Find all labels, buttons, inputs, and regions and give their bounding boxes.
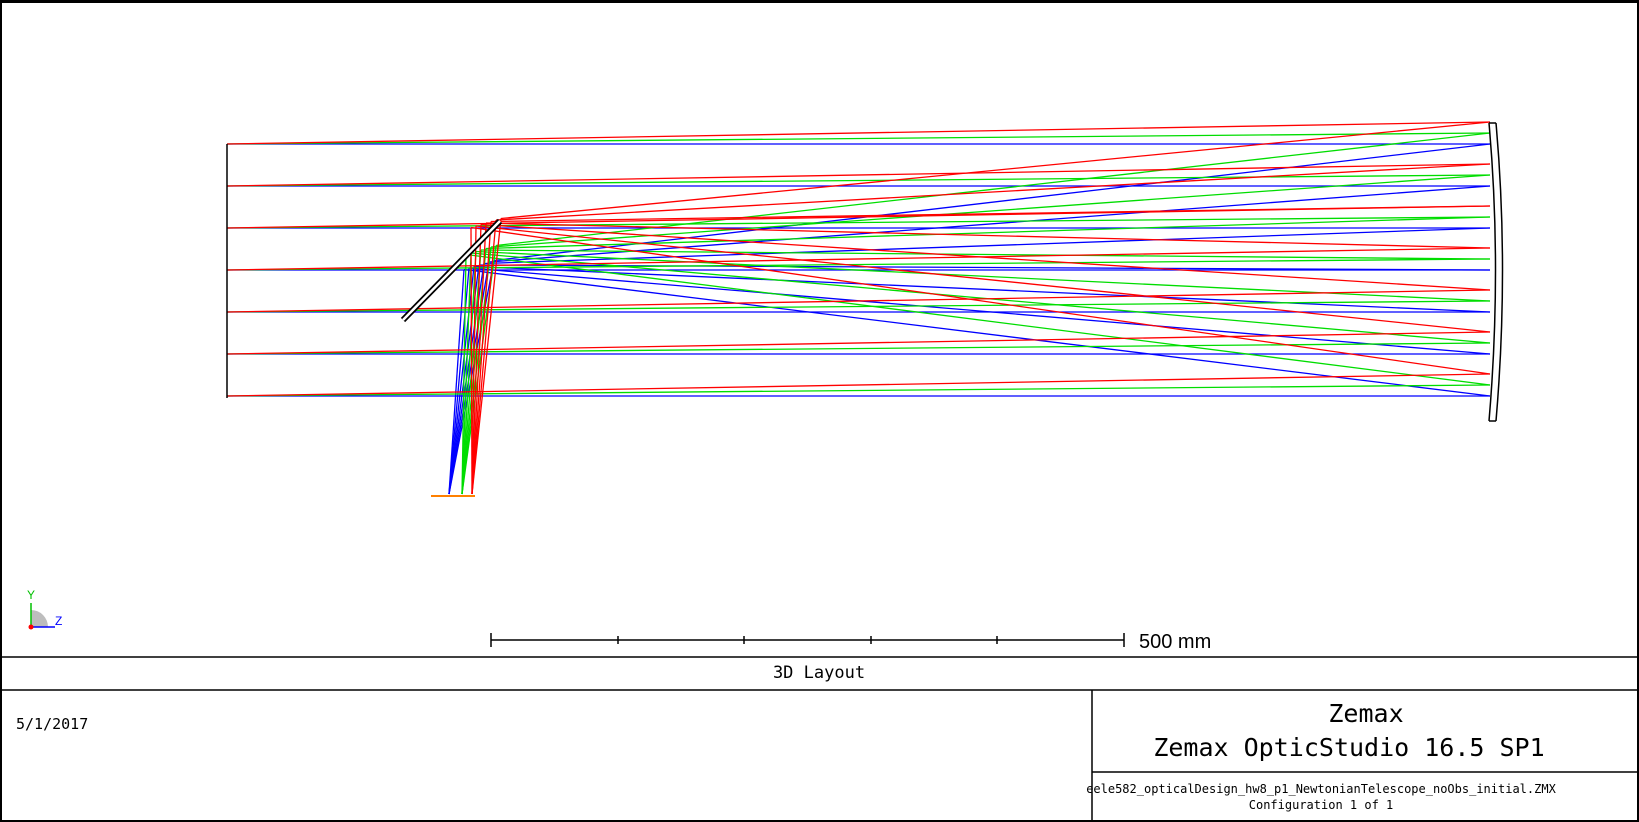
- fold-mirror: [400, 218, 503, 323]
- reflected-ray: [465, 253, 1491, 386]
- folded-ray: [461, 251, 477, 495]
- plot-title: 3D Layout: [773, 663, 865, 683]
- reflected-ray: [470, 252, 1491, 344]
- axis-triad-quadrant: [31, 610, 48, 627]
- incoming-ray: [226, 289, 1491, 313]
- incoming-ray: [226, 163, 1491, 187]
- reflected-ray: [480, 249, 1491, 260]
- reflected-ray: [480, 223, 1491, 291]
- reflected-ray: [495, 163, 1491, 221]
- axis-y-label: Y: [27, 588, 35, 602]
- incoming-ray: [226, 342, 1491, 355]
- scale-bar-label: 500 mm: [1139, 631, 1211, 653]
- folded-ray: [471, 224, 482, 495]
- configuration-label: Configuration 1 of 1: [1249, 798, 1394, 812]
- incoming-ray: [226, 373, 1491, 397]
- reflected-ray: [488, 185, 1491, 263]
- axis-z-label: Z: [55, 614, 62, 628]
- incoming-ray: [226, 247, 1491, 271]
- reflected-ray: [470, 226, 1491, 375]
- reflected-ray: [490, 174, 1491, 248]
- folded-ray: [448, 269, 465, 495]
- company-name: Zemax: [1328, 699, 1403, 728]
- incoming-ray: [226, 258, 1491, 271]
- reflected-ray: [473, 265, 1491, 313]
- reflected-ray: [463, 268, 1491, 397]
- folded-ray: [471, 225, 477, 495]
- folded-ray: [448, 266, 475, 495]
- reflected-ray: [483, 227, 1491, 265]
- reflected-ray: [490, 205, 1491, 223]
- reflected-ray: [500, 121, 1491, 220]
- incoming-ray: [226, 216, 1491, 229]
- reflected-ray: [485, 216, 1491, 250]
- incoming-ray: [226, 174, 1491, 187]
- date-label: 5/1/2017: [16, 715, 88, 733]
- folded-ray: [461, 254, 467, 495]
- reflected-ray: [485, 222, 1491, 249]
- folded-ray: [470, 227, 473, 495]
- reflected-ray: [468, 267, 1491, 355]
- folded-ray: [471, 221, 492, 495]
- primary-mirror: [1488, 122, 1504, 422]
- incoming-ray: [226, 300, 1491, 313]
- product-name: Zemax OpticStudio 16.5 SP1: [1153, 733, 1544, 762]
- plot-area[interactable]: Y Z 500 mm: [27, 121, 1504, 653]
- incoming-ray: [226, 331, 1491, 355]
- incoming-ray: [226, 132, 1491, 145]
- ray-trace: [226, 121, 1491, 495]
- axis-triad: Y Z: [27, 588, 62, 630]
- incoming-ray: [226, 121, 1491, 145]
- reflected-ray: [493, 143, 1491, 262]
- incoming-ray: [226, 384, 1491, 397]
- folded-ray: [461, 252, 472, 495]
- reflected-ray: [475, 225, 1491, 333]
- folded-ray: [471, 222, 487, 495]
- file-name: eele582_opticalDesign_hw8_p1_NewtonianTe…: [1086, 782, 1556, 796]
- folded-ray: [471, 218, 502, 495]
- scale-bar: 500 mm: [490, 631, 1211, 653]
